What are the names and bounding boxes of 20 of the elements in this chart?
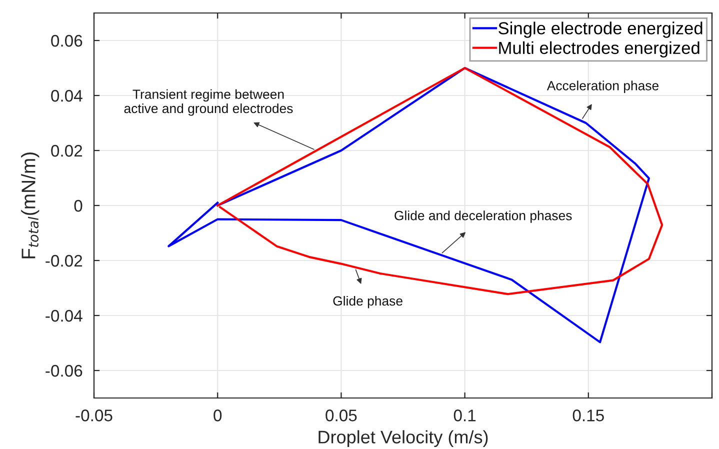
y-tick-label: -0.02	[46, 254, 82, 267]
y-tick-label: 0.04	[51, 90, 82, 102]
legend-label: Multi electrodes energized	[499, 41, 700, 58]
x-tick-label: 0.05	[326, 410, 357, 422]
y-tick-label: 0.02	[51, 144, 82, 157]
annotation: Transient regime between active and ground electrodes	[124, 89, 293, 116]
y-tick-label: -0.06	[46, 364, 82, 377]
x-tick-label: -0.05	[76, 410, 112, 422]
legend-label: Single electrode energized	[498, 22, 702, 38]
x-tick-label: 0.15	[572, 410, 604, 422]
annotation: Glide and deceleration phases	[394, 210, 572, 223]
annotation: Glide phase	[333, 296, 402, 308]
x-tick-label: 0.1	[454, 410, 476, 422]
annotation: Acceleration phase	[546, 80, 659, 93]
x-axis-title: Droplet Velocity (m/s)	[318, 430, 488, 448]
y-axis-title: F$_{total}$(mN/m)	[21, 152, 40, 258]
y-tick-label: -0.04	[46, 310, 82, 322]
y-tick-label: 0.06	[51, 34, 82, 47]
x-tick-label: 0	[214, 410, 222, 422]
y-tick-label: 0	[74, 200, 82, 212]
